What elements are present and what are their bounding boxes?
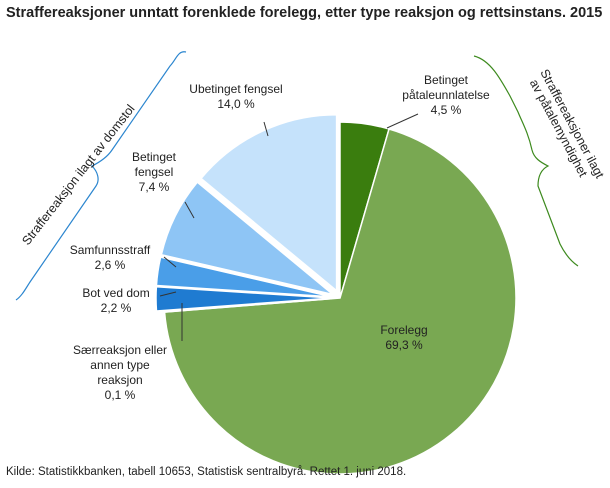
group-label-domstol: Straffereaksjon ilagt av domstol [19, 102, 137, 248]
chart-title: Straffereaksjoner unntatt forenklede for… [6, 5, 603, 21]
slice-label-betinget-fengsel: Betinget fengsel 7,4 % [132, 150, 177, 194]
slice-label-ubetinget-fengsel: Ubetinget fengsel 14,0 % [189, 82, 282, 111]
leader-line-betinget-fengsel [184, 201, 195, 219]
slice-label-samfunnsstraff: Samfunnsstraff 2,6 % [70, 243, 151, 272]
bracket-domstol [15, 51, 187, 301]
leader-line-betinget-p-taleunnlatelse [386, 113, 419, 129]
leader-lines [159, 113, 419, 341]
slice-label-betinget-p-taleunnlatelse: Betinget påtaleunnlatelse 4,5 % [402, 73, 490, 117]
pie-slices [155, 114, 517, 475]
bracket-patalemyndighet [473, 55, 579, 267]
slice-label-forelegg: Forelegg 69,3 % [380, 323, 427, 352]
pie-slice-betinget-fengsel [160, 181, 334, 296]
slice-label-s-rreaksjon-eller-annen-type-reaksjon: Særreaksjon eller annen type reaksjon 0,1 % [73, 343, 167, 402]
leader-line-samfunnsstraff [163, 256, 177, 268]
slice-label-bot-ved-dom: Bot ved dom 2,2 % [82, 286, 149, 315]
pie-slice-bot-ved-dom [155, 285, 333, 312]
leader-line-ubetinget-fengsel [263, 121, 269, 137]
chart-source: Kilde: Statistikkbanken, tabell 10653, S… [6, 466, 407, 478]
pie-slice-ubetinget-fengsel [200, 114, 338, 293]
pie-slice-forelegg [163, 128, 517, 475]
slice-labels: Betinget påtaleunnlatelse 4,5 % Forelegg 69,… [70, 73, 490, 402]
pie-slice-samfunnsstraff [155, 256, 333, 298]
leader-line-bot-ved-dom [159, 291, 177, 297]
group-label-patalemyndighet: Straffereaksjoner ilagtav påtalemyndighe… [525, 67, 607, 188]
